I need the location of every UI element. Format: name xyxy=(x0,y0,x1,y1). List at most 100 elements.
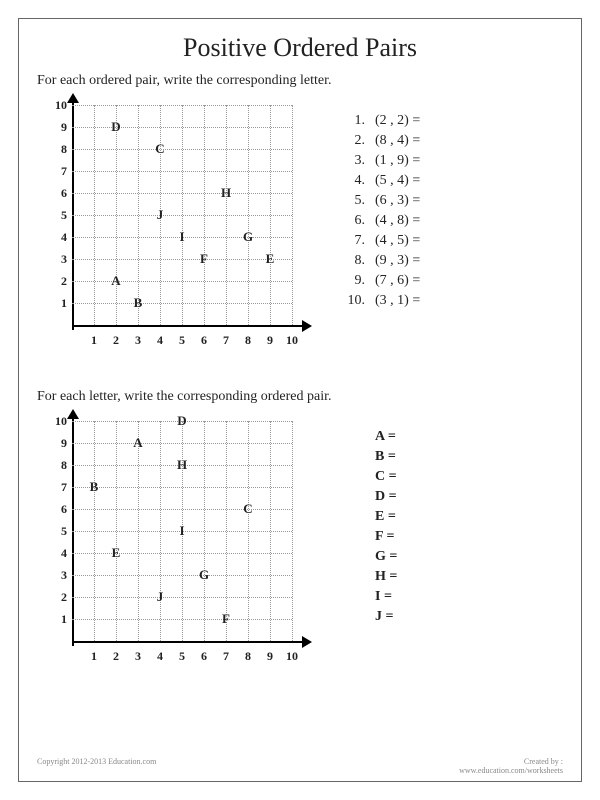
question-number xyxy=(347,529,375,545)
chart-point-b: B xyxy=(90,479,99,495)
ytick-label: 6 xyxy=(37,186,67,201)
chart1-x-arrow xyxy=(302,320,312,332)
gridline-v xyxy=(270,105,271,325)
question-number: 6. xyxy=(347,213,375,229)
gridline-v xyxy=(116,421,117,641)
question-number: 9. xyxy=(347,273,375,289)
question-text: (4 , 8) = xyxy=(375,213,420,229)
ytick-label: 3 xyxy=(37,252,67,267)
gridline-v xyxy=(94,421,95,641)
ytick-label: 10 xyxy=(37,98,67,113)
footer: Copyright 2012-2013 Education.com Create… xyxy=(37,757,563,775)
chart2-x-arrow xyxy=(302,636,312,648)
question-text: C = xyxy=(375,469,397,485)
chart-point-i: I xyxy=(179,523,184,539)
chart2: DAHBCIEGJF 1234567891012345678910 xyxy=(37,411,317,691)
question-number xyxy=(347,589,375,605)
ytick-label: 5 xyxy=(37,524,67,539)
xtick-label: 10 xyxy=(285,649,299,664)
question-number xyxy=(347,429,375,445)
gridline-v xyxy=(270,421,271,641)
ytick-label: 6 xyxy=(37,502,67,517)
question-row: C = xyxy=(347,469,397,485)
chart2-y-arrow xyxy=(67,409,79,419)
question-text: (5 , 4) = xyxy=(375,173,420,189)
question-text: H = xyxy=(375,569,397,585)
worksheet-page: Positive Ordered Pairs For each ordered … xyxy=(18,18,582,782)
question-number: 4. xyxy=(347,173,375,189)
question-text: (2 , 2) = xyxy=(375,113,420,129)
ytick-label: 5 xyxy=(37,208,67,223)
question-row: 6.(4 , 8) = xyxy=(347,213,420,229)
gridline-v xyxy=(138,105,139,325)
chart1: DCHJIGFEAB 1234567891012345678910 xyxy=(37,95,317,375)
question-number xyxy=(347,509,375,525)
xtick-label: 9 xyxy=(263,333,277,348)
question-row: 3.(1 , 9) = xyxy=(347,153,420,169)
question-number: 3. xyxy=(347,153,375,169)
question-number xyxy=(347,549,375,565)
xtick-label: 3 xyxy=(131,649,145,664)
chart-point-a: A xyxy=(133,435,142,451)
xtick-label: 6 xyxy=(197,649,211,664)
gridline-v xyxy=(226,105,227,325)
xtick-label: 7 xyxy=(219,333,233,348)
chart-point-i: I xyxy=(179,229,184,245)
question-text: (4 , 5) = xyxy=(375,233,420,249)
ytick-label: 1 xyxy=(37,296,67,311)
xtick-label: 8 xyxy=(241,333,255,348)
question-row: 2.(8 , 4) = xyxy=(347,133,420,149)
gridline-v xyxy=(292,105,293,325)
xtick-label: 3 xyxy=(131,333,145,348)
ytick-label: 2 xyxy=(37,590,67,605)
xtick-label: 1 xyxy=(87,649,101,664)
question-text: (9 , 3) = xyxy=(375,253,420,269)
question-row: 5.(6 , 3) = xyxy=(347,193,420,209)
xtick-label: 4 xyxy=(153,333,167,348)
chart-point-e: E xyxy=(266,251,275,267)
gridline-v xyxy=(248,105,249,325)
question-row: 1.(2 , 2) = xyxy=(347,113,420,129)
gridline-v xyxy=(226,421,227,641)
xtick-label: 5 xyxy=(175,333,189,348)
chart-point-g: G xyxy=(243,229,253,245)
chart-point-d: D xyxy=(111,119,120,135)
chart1-x-axis xyxy=(72,325,302,327)
chart-point-c: C xyxy=(243,501,252,517)
chart-point-a: A xyxy=(111,273,120,289)
gridline-v xyxy=(204,421,205,641)
footer-credit: Created by : www.education.com/worksheet… xyxy=(459,757,563,775)
question-text: I = xyxy=(375,589,392,605)
question-row: J = xyxy=(347,609,397,625)
ytick-label: 2 xyxy=(37,274,67,289)
xtick-label: 7 xyxy=(219,649,233,664)
question-row: 9.(7 , 6) = xyxy=(347,273,420,289)
section1-instructions: For each ordered pair, write the corresp… xyxy=(37,73,563,89)
chart-point-d: D xyxy=(177,413,186,429)
chart2-plot: DAHBCIEGJF xyxy=(72,421,292,641)
question-row: D = xyxy=(347,489,397,505)
question-row: 10.(3 , 1) = xyxy=(347,293,420,309)
section2: DAHBCIEGJF 1234567891012345678910 A =B =… xyxy=(37,411,563,691)
xtick-label: 5 xyxy=(175,649,189,664)
page-title: Positive Ordered Pairs xyxy=(37,33,563,63)
ytick-label: 8 xyxy=(37,142,67,157)
section2-instructions: For each letter, write the corresponding… xyxy=(37,389,563,405)
xtick-label: 2 xyxy=(109,333,123,348)
chart-point-e: E xyxy=(112,545,121,561)
question-text: (8 , 4) = xyxy=(375,133,420,149)
question-text: A = xyxy=(375,429,396,445)
gridline-v xyxy=(182,105,183,325)
question-text: (3 , 1) = xyxy=(375,293,420,309)
question-number: 5. xyxy=(347,193,375,209)
question-text: E = xyxy=(375,509,396,525)
xtick-label: 6 xyxy=(197,333,211,348)
question-row: F = xyxy=(347,529,397,545)
question-number xyxy=(347,469,375,485)
ytick-label: 1 xyxy=(37,612,67,627)
chart2-x-axis xyxy=(72,641,302,643)
gridline-v xyxy=(204,105,205,325)
question-row: B = xyxy=(347,449,397,465)
question-number: 8. xyxy=(347,253,375,269)
question-row: G = xyxy=(347,549,397,565)
